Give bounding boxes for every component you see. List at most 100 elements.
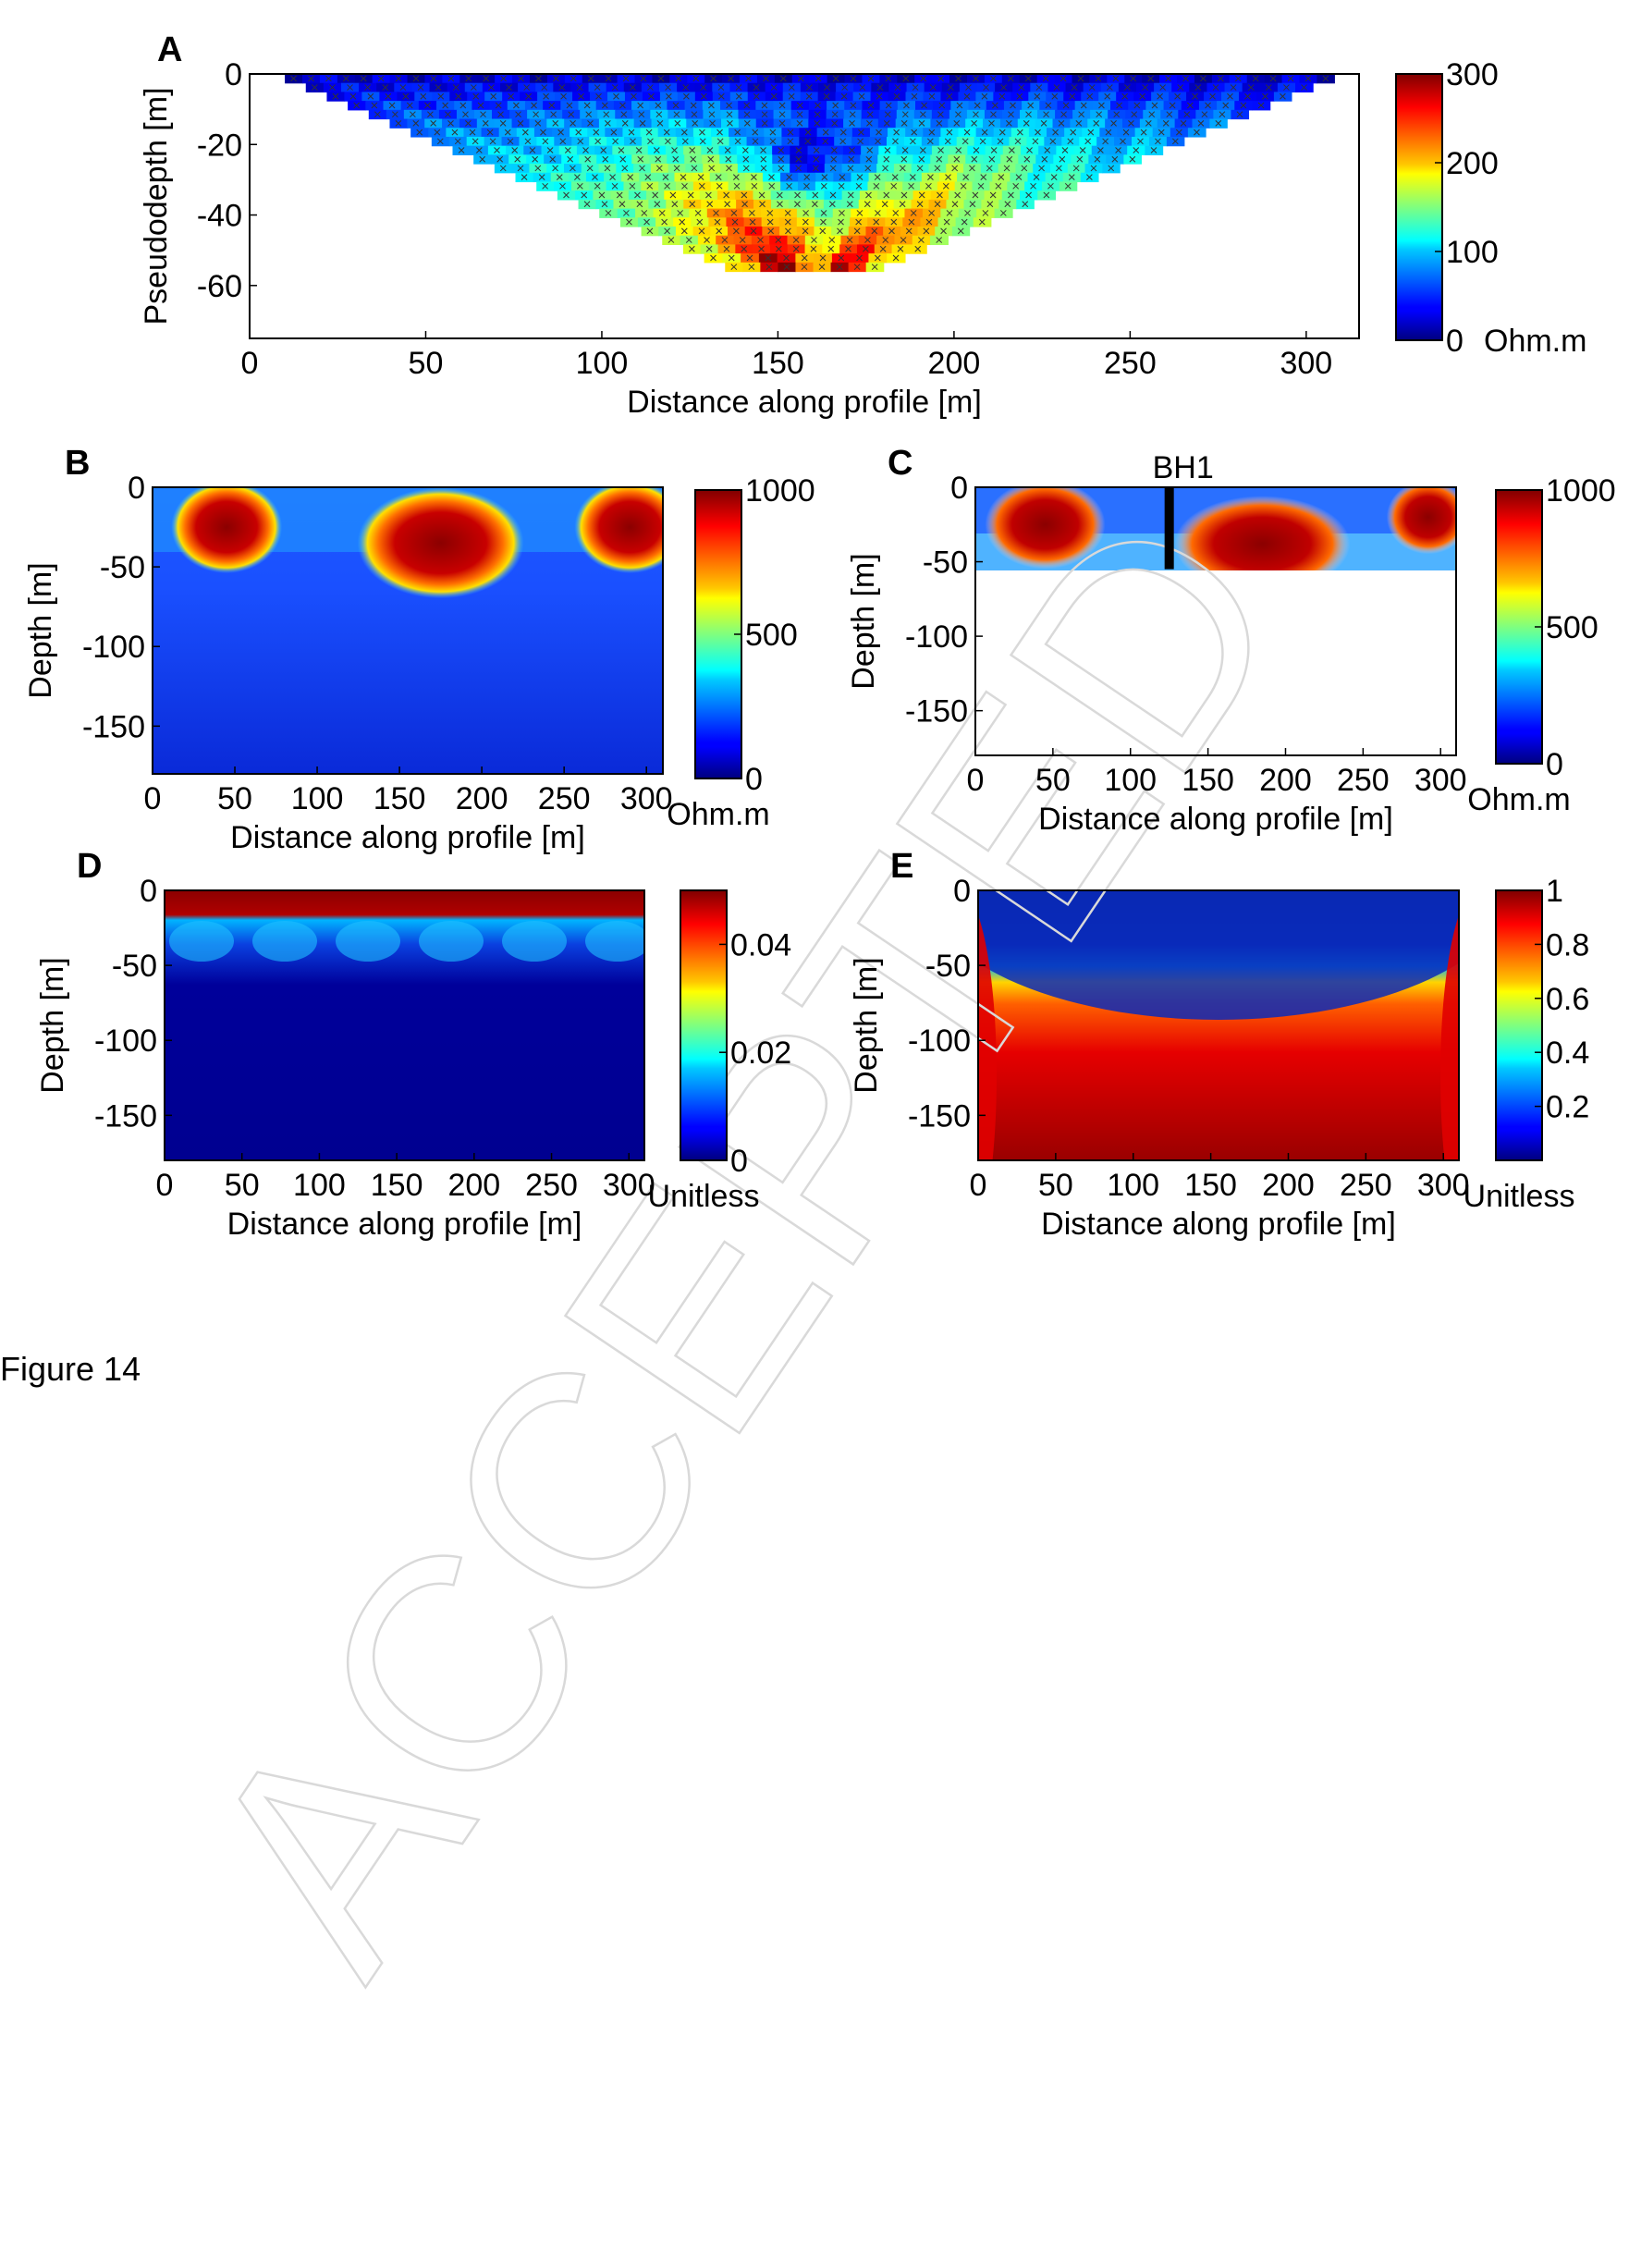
data-marker <box>998 92 1006 100</box>
data-marker <box>821 174 828 180</box>
data-marker <box>513 102 520 109</box>
data-marker <box>1052 129 1059 136</box>
data-marker <box>741 191 748 199</box>
data-marker <box>1041 155 1048 163</box>
data-marker <box>820 182 827 190</box>
data-marker <box>822 138 829 145</box>
data-marker <box>645 129 653 136</box>
data-marker <box>758 191 766 199</box>
data-marker <box>742 155 750 163</box>
data-marker <box>1070 129 1077 136</box>
data-marker <box>1010 102 1016 109</box>
data-marker <box>766 218 774 226</box>
colorbar-tick-label: 0 <box>730 1144 748 1179</box>
data-marker <box>1049 138 1057 145</box>
data-marker <box>672 155 680 163</box>
data-marker <box>1067 138 1074 145</box>
data-marker <box>1120 138 1126 145</box>
data-marker <box>990 147 998 153</box>
data-marker <box>529 147 536 153</box>
data-marker <box>937 75 944 82</box>
data-marker <box>979 138 986 145</box>
data-marker <box>973 75 979 82</box>
x-tick-label: 250 <box>538 781 591 816</box>
data-marker <box>882 165 888 172</box>
data-marker <box>874 174 881 180</box>
data-marker <box>802 218 809 226</box>
data-marker <box>947 84 954 91</box>
data-marker <box>1112 75 1120 82</box>
data-marker <box>753 84 760 91</box>
data-marker <box>459 102 467 109</box>
data-marker <box>706 147 714 153</box>
data-marker <box>515 111 521 118</box>
data-marker <box>1234 75 1242 82</box>
data-marker <box>934 165 941 172</box>
data-marker <box>663 129 670 136</box>
data-marker <box>785 227 791 235</box>
data-marker <box>552 120 559 127</box>
data-marker <box>479 155 486 163</box>
panel-d-model <box>165 890 644 1160</box>
data-marker <box>717 138 724 145</box>
y-tick-label: -150 <box>82 709 145 744</box>
data-marker <box>946 210 953 216</box>
plot-frame <box>974 486 1457 756</box>
data-marker <box>690 155 697 163</box>
data-marker <box>796 120 803 127</box>
data-marker <box>841 84 849 91</box>
y-axis-label: Pseudodepth [m] <box>139 87 174 325</box>
data-marker <box>1230 84 1237 91</box>
data-marker <box>972 191 979 199</box>
data-marker <box>1016 92 1023 100</box>
data-marker <box>1157 92 1163 100</box>
data-marker <box>1097 147 1104 153</box>
data-marker <box>856 254 863 262</box>
data-marker <box>452 84 459 91</box>
data-marker <box>1006 120 1012 127</box>
data-marker <box>692 120 699 127</box>
resistive-anomaly <box>1174 496 1351 570</box>
y-tick-label: 0 <box>140 874 157 909</box>
data-marker <box>963 92 971 100</box>
data-marker <box>849 147 855 153</box>
data-marker <box>883 191 890 199</box>
colorbar <box>680 889 728 1161</box>
data-marker <box>598 191 606 199</box>
data-marker <box>1003 165 1010 172</box>
x-tick-label: 200 <box>1262 1168 1315 1203</box>
data-marker <box>824 84 830 91</box>
data-marker <box>956 102 963 109</box>
data-marker <box>1121 92 1129 100</box>
data-marker <box>804 129 812 136</box>
data-marker <box>469 129 476 136</box>
data-marker <box>532 155 539 163</box>
data-marker <box>866 147 874 153</box>
data-marker <box>929 84 937 91</box>
data-marker <box>644 174 652 180</box>
data-marker <box>616 191 623 199</box>
x-axis-label: Distance along profile [m] <box>230 820 585 855</box>
data-marker <box>726 111 733 118</box>
data-marker <box>627 174 634 180</box>
data-marker <box>623 210 630 216</box>
data-marker <box>496 155 504 163</box>
data-marker <box>1078 111 1084 118</box>
data-marker <box>1147 75 1155 82</box>
data-marker <box>377 75 385 82</box>
data-marker <box>901 111 909 118</box>
data-marker <box>770 92 778 100</box>
data-marker <box>1105 129 1112 136</box>
x-tick-label: 50 <box>1035 763 1071 798</box>
data-marker <box>725 155 732 163</box>
data-marker <box>778 120 786 127</box>
data-marker <box>832 102 839 109</box>
data-marker <box>752 138 759 145</box>
data-marker <box>865 191 872 199</box>
panel-b-model <box>153 487 663 774</box>
data-marker <box>981 92 988 100</box>
data-marker <box>778 155 785 163</box>
colorbar-unit: Unitless <box>1464 1179 1575 1214</box>
data-marker <box>971 155 978 163</box>
data-marker <box>741 201 748 208</box>
